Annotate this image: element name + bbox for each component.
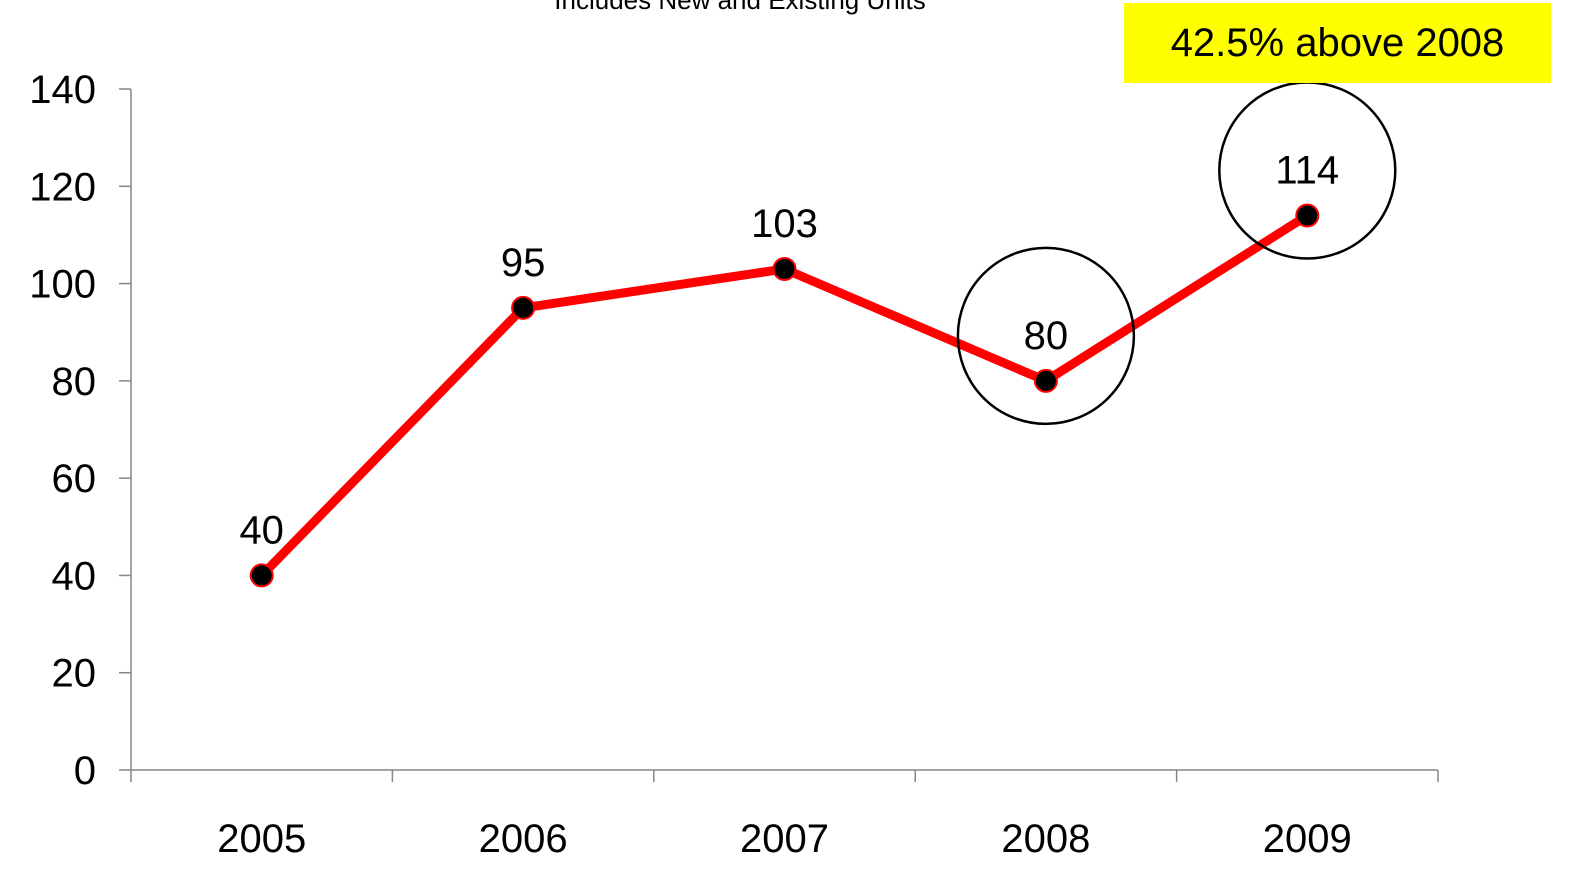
- highlight-circle: [956, 246, 1136, 426]
- x-tick-label: 2008: [1001, 817, 1090, 861]
- axes: [130, 89, 1438, 771]
- data-label: 103: [751, 202, 818, 246]
- data-points: [249, 203, 1320, 588]
- data-point: [511, 295, 536, 320]
- data-point: [1295, 203, 1320, 228]
- x-axis-ticks: 2005 2006 2007 2008 2009: [130, 770, 1439, 861]
- y-tick-label: 0: [74, 749, 96, 793]
- data-label: 80: [1024, 314, 1069, 358]
- data-label: 114: [1275, 148, 1339, 192]
- data-label: 95: [501, 241, 546, 285]
- chart-subtitle: Includes New and Existing Units: [554, 0, 926, 15]
- x-tick-label: 2005: [217, 817, 306, 861]
- y-tick-label: 80: [52, 360, 97, 404]
- y-tick-label: 100: [29, 263, 96, 307]
- y-tick-label: 120: [29, 165, 96, 209]
- y-tick-label: 40: [52, 554, 97, 598]
- y-tick-label: 60: [52, 457, 97, 501]
- data-point: [772, 256, 797, 281]
- x-tick-label: 2006: [479, 817, 568, 861]
- x-tick-label: 2009: [1263, 817, 1352, 861]
- y-axis-ticks: 0 20 40 60 80 100 120 140: [29, 68, 131, 793]
- x-tick-label: 2007: [740, 817, 829, 861]
- data-labels: 40 95 103 80 114: [239, 148, 1339, 552]
- y-tick-label: 140: [29, 68, 96, 112]
- data-label: 40: [239, 508, 284, 552]
- y-tick-label: 20: [52, 652, 97, 696]
- annotation-callout: 42.5% above 2008: [1124, 3, 1551, 83]
- data-point: [1033, 368, 1058, 393]
- data-point: [249, 563, 274, 588]
